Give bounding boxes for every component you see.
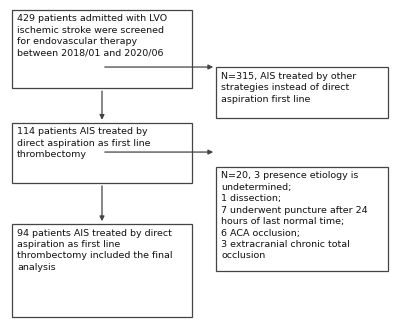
- Text: 114 patients AIS treated by
direct aspiration as first line
thrombectomy: 114 patients AIS treated by direct aspir…: [17, 127, 151, 159]
- FancyBboxPatch shape: [12, 123, 192, 183]
- Text: 94 patients AIS treated by direct
aspiration as first line
thrombectomy included: 94 patients AIS treated by direct aspira…: [17, 229, 173, 272]
- FancyBboxPatch shape: [12, 10, 192, 88]
- FancyBboxPatch shape: [12, 224, 192, 317]
- Text: N=315, AIS treated by other
strategies instead of direct
aspiration first line: N=315, AIS treated by other strategies i…: [221, 72, 356, 104]
- Text: 429 patients admitted with LVO
ischemic stroke were screened
for endovascular th: 429 patients admitted with LVO ischemic …: [17, 14, 167, 58]
- FancyBboxPatch shape: [216, 67, 388, 118]
- FancyBboxPatch shape: [216, 167, 388, 271]
- Text: N=20, 3 presence etiology is
undetermined;
1 dissection;
7 underwent puncture af: N=20, 3 presence etiology is undetermine…: [221, 171, 368, 261]
